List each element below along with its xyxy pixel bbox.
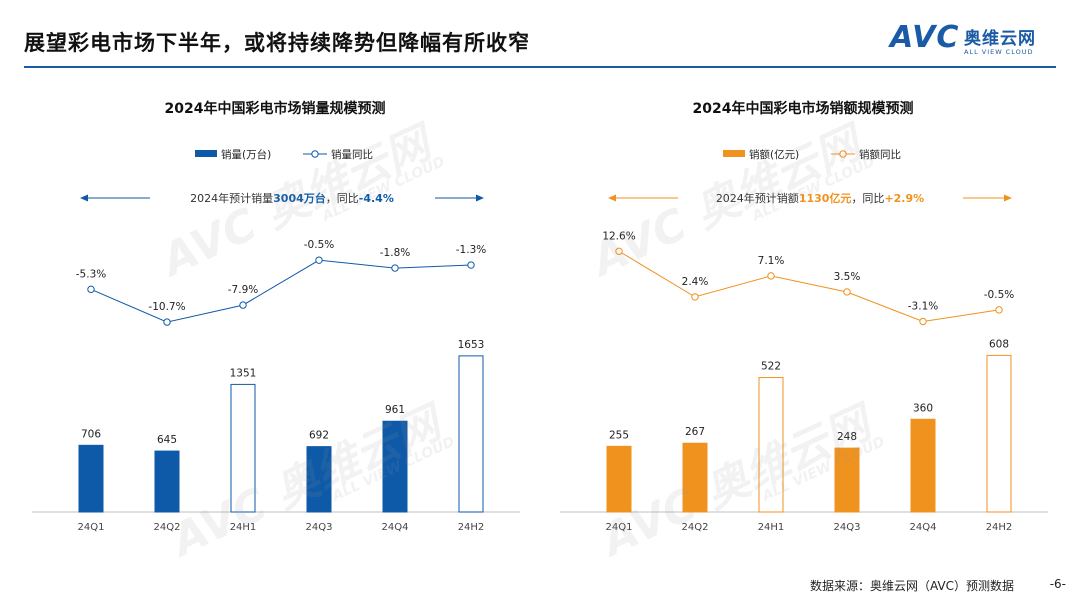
yoy-point xyxy=(767,272,775,280)
chart-title: 2024年中国彩电市场销量规模预测 xyxy=(165,100,386,117)
annotation-arrowhead-left xyxy=(80,194,88,202)
yoy-point xyxy=(239,301,247,309)
logo-mark: AVC xyxy=(890,20,960,55)
annotation-change: -4.4% xyxy=(359,192,394,205)
yoy-value-label: -7.9% xyxy=(228,284,258,296)
bar xyxy=(154,450,180,513)
yoy-point xyxy=(843,288,851,296)
bar-value-label: 522 xyxy=(761,361,781,373)
page-title: 展望彩电市场下半年，或将持续降势但降幅有所收窄 xyxy=(24,31,530,55)
yoy-value-label: 12.6% xyxy=(602,230,635,242)
bar xyxy=(306,446,332,513)
bar xyxy=(458,355,484,513)
legend-line-label: 销量同比 xyxy=(331,148,373,161)
x-tick-label: 24Q2 xyxy=(154,522,181,533)
bar-value-label: 255 xyxy=(609,429,629,441)
x-tick-label: 24H1 xyxy=(230,522,257,533)
bar xyxy=(986,354,1012,513)
legend-bar-swatch xyxy=(195,150,217,157)
annotation-change: +2.9% xyxy=(884,192,924,205)
yoy-value-label: 3.5% xyxy=(834,271,861,283)
bar-value-label: 608 xyxy=(989,338,1009,350)
data-source: 数据来源：奥维云网（AVC）预测数据 xyxy=(809,579,1014,593)
legend-line-label: 销额同比 xyxy=(859,148,901,161)
annotation-mid: ，同比 xyxy=(851,192,884,205)
x-tick-label: 24Q1 xyxy=(78,522,105,533)
sales-value-chart: 2024年中国彩电市场销额规模预测销额(亿元) 销额同比 2024年预计销额1130… xyxy=(548,80,1058,550)
x-tick-label: 24Q3 xyxy=(834,522,861,533)
yoy-point xyxy=(315,256,323,264)
bar-value-label: 267 xyxy=(685,426,705,438)
legend-bar-label: 销额(亿元) xyxy=(749,148,799,161)
yoy-point xyxy=(919,317,927,326)
x-tick-label: 24H1 xyxy=(758,522,785,533)
legend-line-marker xyxy=(311,150,319,158)
yoy-point xyxy=(615,247,623,255)
annotation-arrowhead-right xyxy=(1004,194,1012,202)
annotation-mid: ，同比 xyxy=(326,192,359,205)
annotation-text: 2024年预计销量3004万台，同比-4.4% xyxy=(190,191,394,205)
bar xyxy=(834,447,860,513)
yoy-value-label: -0.5% xyxy=(304,239,334,251)
legend-line-marker xyxy=(839,150,847,158)
yoy-point xyxy=(995,306,1003,314)
x-tick-label: 24H2 xyxy=(458,522,485,533)
yoy-value-label: -1.8% xyxy=(380,247,410,259)
annotation-value: 3004万台 xyxy=(273,191,326,205)
yoy-point xyxy=(87,285,95,294)
logo-name-en: ALL VIEW CLOUD xyxy=(964,48,1034,56)
x-tick-label: 24Q1 xyxy=(606,522,633,533)
yoy-point xyxy=(163,318,171,326)
avc-logo: AVC 奥维云网 ALL VIEW CLOUD xyxy=(890,20,1060,60)
yoy-value-label: -5.3% xyxy=(76,268,106,280)
legend-bar-label: 销量(万台) xyxy=(221,148,271,161)
annotation-arrowhead-right xyxy=(476,194,484,202)
bar-value-label: 961 xyxy=(385,404,405,416)
annotation-text: 2024年预计销额1130亿元，同比+2.9% xyxy=(716,191,924,205)
yoy-value-label: 7.1% xyxy=(758,255,785,267)
yoy-value-label: -3.1% xyxy=(908,301,938,313)
bar xyxy=(230,383,256,513)
sales-volume-chart: 2024年中国彩电市场销量规模预测销量(万台) 销量同比 2024年预计销量3004… xyxy=(20,80,530,550)
bar xyxy=(758,377,784,513)
bar xyxy=(910,418,936,513)
annotation-prefix: 2024年预计销量 xyxy=(190,191,273,205)
bar-value-label: 360 xyxy=(913,402,933,414)
bar xyxy=(606,445,632,513)
bar-value-label: 692 xyxy=(309,430,329,442)
x-tick-label: 24Q3 xyxy=(306,522,333,533)
chart-title: 2024年中国彩电市场销额规模预测 xyxy=(693,100,914,117)
yoy-value-label: -1.3% xyxy=(456,244,486,256)
yoy-value-label: -0.5% xyxy=(984,289,1014,301)
bar-value-label: 1653 xyxy=(458,339,485,351)
header-divider xyxy=(24,66,1056,68)
bar xyxy=(382,420,408,513)
annotation-prefix: 2024年预计销额 xyxy=(716,191,799,205)
bar-value-label: 645 xyxy=(157,434,177,446)
legend-bar-swatch xyxy=(723,150,745,157)
yoy-line xyxy=(90,259,472,323)
x-tick-label: 24Q4 xyxy=(382,522,409,533)
x-tick-label: 24Q4 xyxy=(910,522,937,533)
bar xyxy=(682,442,708,513)
bar-value-label: 248 xyxy=(837,431,857,443)
yoy-point xyxy=(467,261,475,269)
bar-value-label: 706 xyxy=(81,428,101,440)
yoy-line xyxy=(618,250,1000,323)
yoy-value-label: -10.7% xyxy=(148,301,185,313)
logo-name-cn: 奥维云网 xyxy=(964,29,1036,49)
page-number: -6- xyxy=(1049,577,1066,591)
x-tick-label: 24H2 xyxy=(986,522,1013,533)
annotation-arrowhead-left xyxy=(608,194,616,202)
yoy-point xyxy=(391,264,399,272)
bar xyxy=(78,444,104,513)
annotation-value: 1130亿元 xyxy=(799,191,852,205)
x-tick-label: 24Q2 xyxy=(682,522,709,533)
yoy-value-label: 2.4% xyxy=(682,276,709,288)
bar-value-label: 1351 xyxy=(230,367,257,379)
yoy-point xyxy=(691,293,699,301)
